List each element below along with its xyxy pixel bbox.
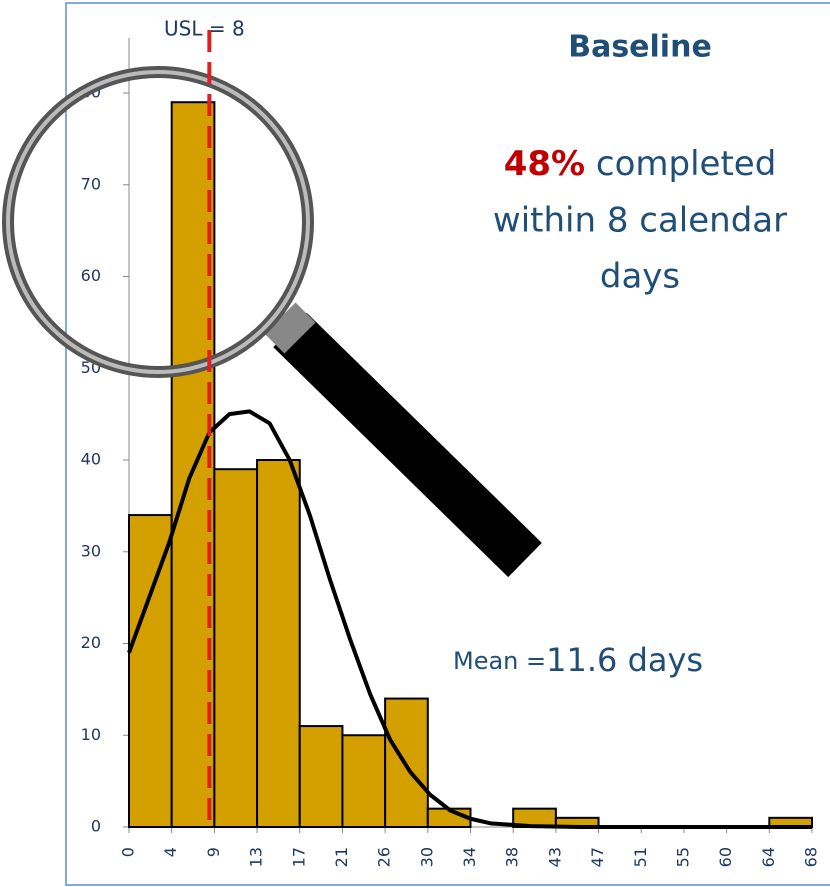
- mean-value: 11.6 days: [546, 641, 703, 679]
- x-tick-label: 43: [545, 847, 564, 867]
- x-tick-label: 34: [460, 847, 479, 867]
- note-line: within 8 calendar: [493, 201, 787, 241]
- x-tick-label: 26: [375, 847, 394, 867]
- chart-title: Baseline: [568, 30, 712, 65]
- y-tick-label: 70: [81, 174, 101, 193]
- chart: 0102030405060708004913172126303438434751…: [0, 0, 830, 887]
- y-tick-label: 60: [81, 266, 101, 285]
- magnifier-collar: [280, 318, 300, 338]
- bar: [342, 735, 385, 827]
- y-tick-label: 0: [91, 817, 101, 836]
- y-tick-label: 40: [81, 450, 101, 469]
- bar: [214, 469, 257, 827]
- x-tick-label: 4: [161, 847, 180, 857]
- x-tick-label: 21: [332, 847, 351, 867]
- y-tick-label: 30: [81, 541, 101, 560]
- x-tick-label: 68: [802, 847, 821, 867]
- x-tick-label: 9: [204, 847, 223, 857]
- bar: [300, 726, 343, 827]
- bar: [129, 515, 172, 827]
- x-tick-label: 47: [588, 847, 607, 867]
- x-tick-label: 30: [417, 847, 436, 867]
- note-line: days: [600, 257, 680, 297]
- x-tick-label: 51: [631, 847, 650, 867]
- x-tick-label: 60: [716, 847, 735, 867]
- mean-annotation: Mean =11.6 days: [453, 641, 703, 679]
- bar: [257, 460, 300, 827]
- x-tick-label: 38: [503, 847, 522, 867]
- magnifier-ring-shine: [8, 72, 308, 372]
- x-tick-label: 0: [119, 847, 138, 857]
- y-tick-label: 10: [81, 725, 101, 744]
- annotation: 48% completed: [504, 144, 777, 184]
- x-tick-label: 55: [673, 847, 692, 867]
- usl-label: USL = 8: [164, 17, 245, 41]
- magnifier-handle: [290, 330, 525, 560]
- y-tick-label: 20: [81, 633, 101, 652]
- mean-label: Mean =: [453, 647, 546, 675]
- x-tick-label: 13: [247, 847, 266, 867]
- highlight: 48%: [504, 144, 585, 184]
- x-tick-label: 17: [289, 847, 308, 867]
- note-line: completed: [596, 144, 776, 184]
- x-tick-label: 64: [759, 847, 778, 867]
